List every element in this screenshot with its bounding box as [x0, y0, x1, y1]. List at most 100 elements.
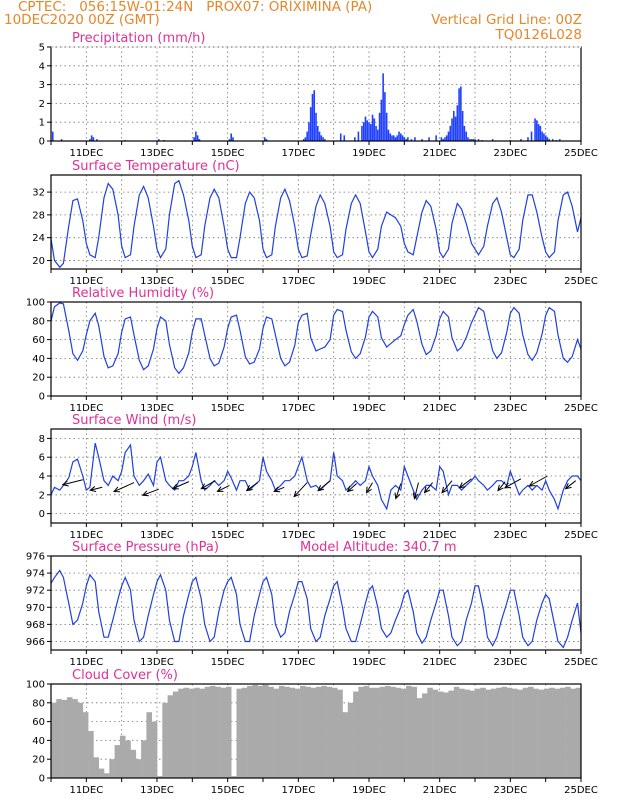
- x-tick-label: 15DEC: [211, 276, 245, 287]
- x-tick-label: 11DEC: [69, 530, 103, 541]
- wind-arrowhead: [564, 483, 572, 490]
- cloud-bar: [506, 687, 513, 778]
- y-tick-label: 24: [32, 233, 45, 244]
- cloud-bar: [411, 686, 417, 778]
- precip-bar: [474, 139, 476, 141]
- cloud-bar: [369, 687, 375, 778]
- y-tick-label: 0: [39, 774, 45, 785]
- cloud-bar: [570, 688, 576, 778]
- cloud-bar: [130, 749, 137, 778]
- x-tick-label: 23DEC: [493, 530, 527, 541]
- wind-vector: [113, 482, 135, 493]
- cloud-bar: [278, 685, 285, 778]
- y-tick-label: 8: [39, 434, 45, 445]
- x-tick-label: 19DEC: [352, 657, 386, 668]
- wind-arrowhead: [89, 486, 97, 492]
- wind-vector: [459, 478, 472, 489]
- precip-bar: [421, 139, 423, 141]
- precip-bar: [304, 137, 307, 141]
- precip-bar: [398, 131, 400, 141]
- precip-bar: [366, 120, 369, 141]
- precip-bar: [405, 139, 407, 141]
- cloud-bar: [363, 685, 370, 778]
- wind-arrowhead: [497, 484, 504, 492]
- cloud-bar: [358, 686, 364, 778]
- cloud-bar: [347, 702, 354, 778]
- cloud-bar: [437, 691, 444, 778]
- precip-bar: [534, 118, 536, 141]
- wind-arrowhead: [273, 486, 281, 493]
- cloud-bar: [559, 687, 566, 778]
- y-tick-label: 3: [39, 80, 45, 91]
- wind-arrowhead: [293, 490, 300, 498]
- cloud-bar: [231, 776, 237, 778]
- x-tick-label: 19DEC: [352, 403, 386, 414]
- precip-bar: [362, 122, 365, 141]
- precip-bar: [407, 137, 409, 141]
- wind-vector: [529, 475, 548, 487]
- panel-annotation: Model Altitude: 340.7 m: [300, 540, 457, 555]
- precip-bar: [401, 135, 404, 141]
- y-tick-label: 40: [32, 354, 45, 365]
- precip-bar: [491, 139, 494, 141]
- cloud-bar: [125, 740, 131, 778]
- cloud-bar: [289, 687, 296, 778]
- cloud-bar: [151, 721, 158, 778]
- wind-arrowhead: [317, 485, 325, 492]
- y-tick-label: 60: [32, 717, 45, 728]
- precip-bar: [541, 131, 543, 141]
- wind-arrowhead: [141, 490, 149, 497]
- precip-bar: [435, 135, 437, 141]
- y-tick-label: 2: [39, 99, 45, 110]
- precip-bar: [530, 131, 533, 141]
- precip-bar: [324, 139, 326, 141]
- cloud-bar: [379, 686, 386, 778]
- cloud-bar: [422, 693, 428, 778]
- precip-bar: [461, 110, 464, 141]
- x-tick-label: 13DEC: [140, 148, 174, 159]
- cloud-bar: [331, 687, 338, 778]
- cloud-bar: [114, 745, 121, 778]
- cloud-bar: [263, 684, 269, 778]
- y-tick-label: 32: [32, 188, 45, 199]
- precip-bar: [527, 137, 529, 141]
- precip-bar: [193, 137, 195, 141]
- precip-bar: [195, 131, 197, 141]
- x-tick-label: 25DEC: [564, 276, 598, 287]
- x-tick-label: 15DEC: [211, 530, 245, 541]
- cloud-bar: [416, 698, 423, 778]
- wind-vector: [424, 482, 433, 493]
- cloud-bar: [448, 690, 455, 778]
- precip-bar: [447, 131, 450, 141]
- wind-arrowhead: [346, 485, 354, 493]
- precip-bar: [309, 107, 312, 141]
- precip-bar: [396, 135, 399, 141]
- x-tick-label: 19DEC: [352, 148, 386, 159]
- precip-bar: [391, 135, 393, 141]
- cloud-bar: [236, 688, 243, 778]
- x-tick-label: 19DEC: [352, 530, 386, 541]
- precip-bar: [377, 129, 379, 141]
- x-tick-label: 21DEC: [423, 657, 457, 668]
- precip-bar: [89, 139, 91, 141]
- precip-bar: [51, 131, 54, 141]
- precip-bar: [228, 139, 231, 141]
- cloud-bar: [353, 691, 359, 778]
- cloud-bar: [66, 697, 73, 778]
- wind-vector: [274, 486, 285, 492]
- wind-vector: [142, 488, 159, 496]
- cloud-bar: [443, 692, 449, 778]
- x-tick-label: 13DEC: [140, 530, 174, 541]
- x-tick-label: 23DEC: [493, 657, 527, 668]
- y-tick-label: 966: [26, 637, 45, 648]
- precip-bar: [357, 131, 360, 141]
- precip-bar: [442, 139, 444, 141]
- cloud-bar: [104, 773, 110, 778]
- x-tick-label: 21DEC: [423, 403, 457, 414]
- x-tick-label: 13DEC: [140, 276, 174, 287]
- y-tick-label: 972: [26, 586, 45, 597]
- wind-arrowhead: [441, 486, 448, 494]
- y-tick-label: 5: [39, 43, 45, 54]
- cloud-bar: [141, 740, 147, 778]
- x-tick-label: 25DEC: [564, 148, 598, 159]
